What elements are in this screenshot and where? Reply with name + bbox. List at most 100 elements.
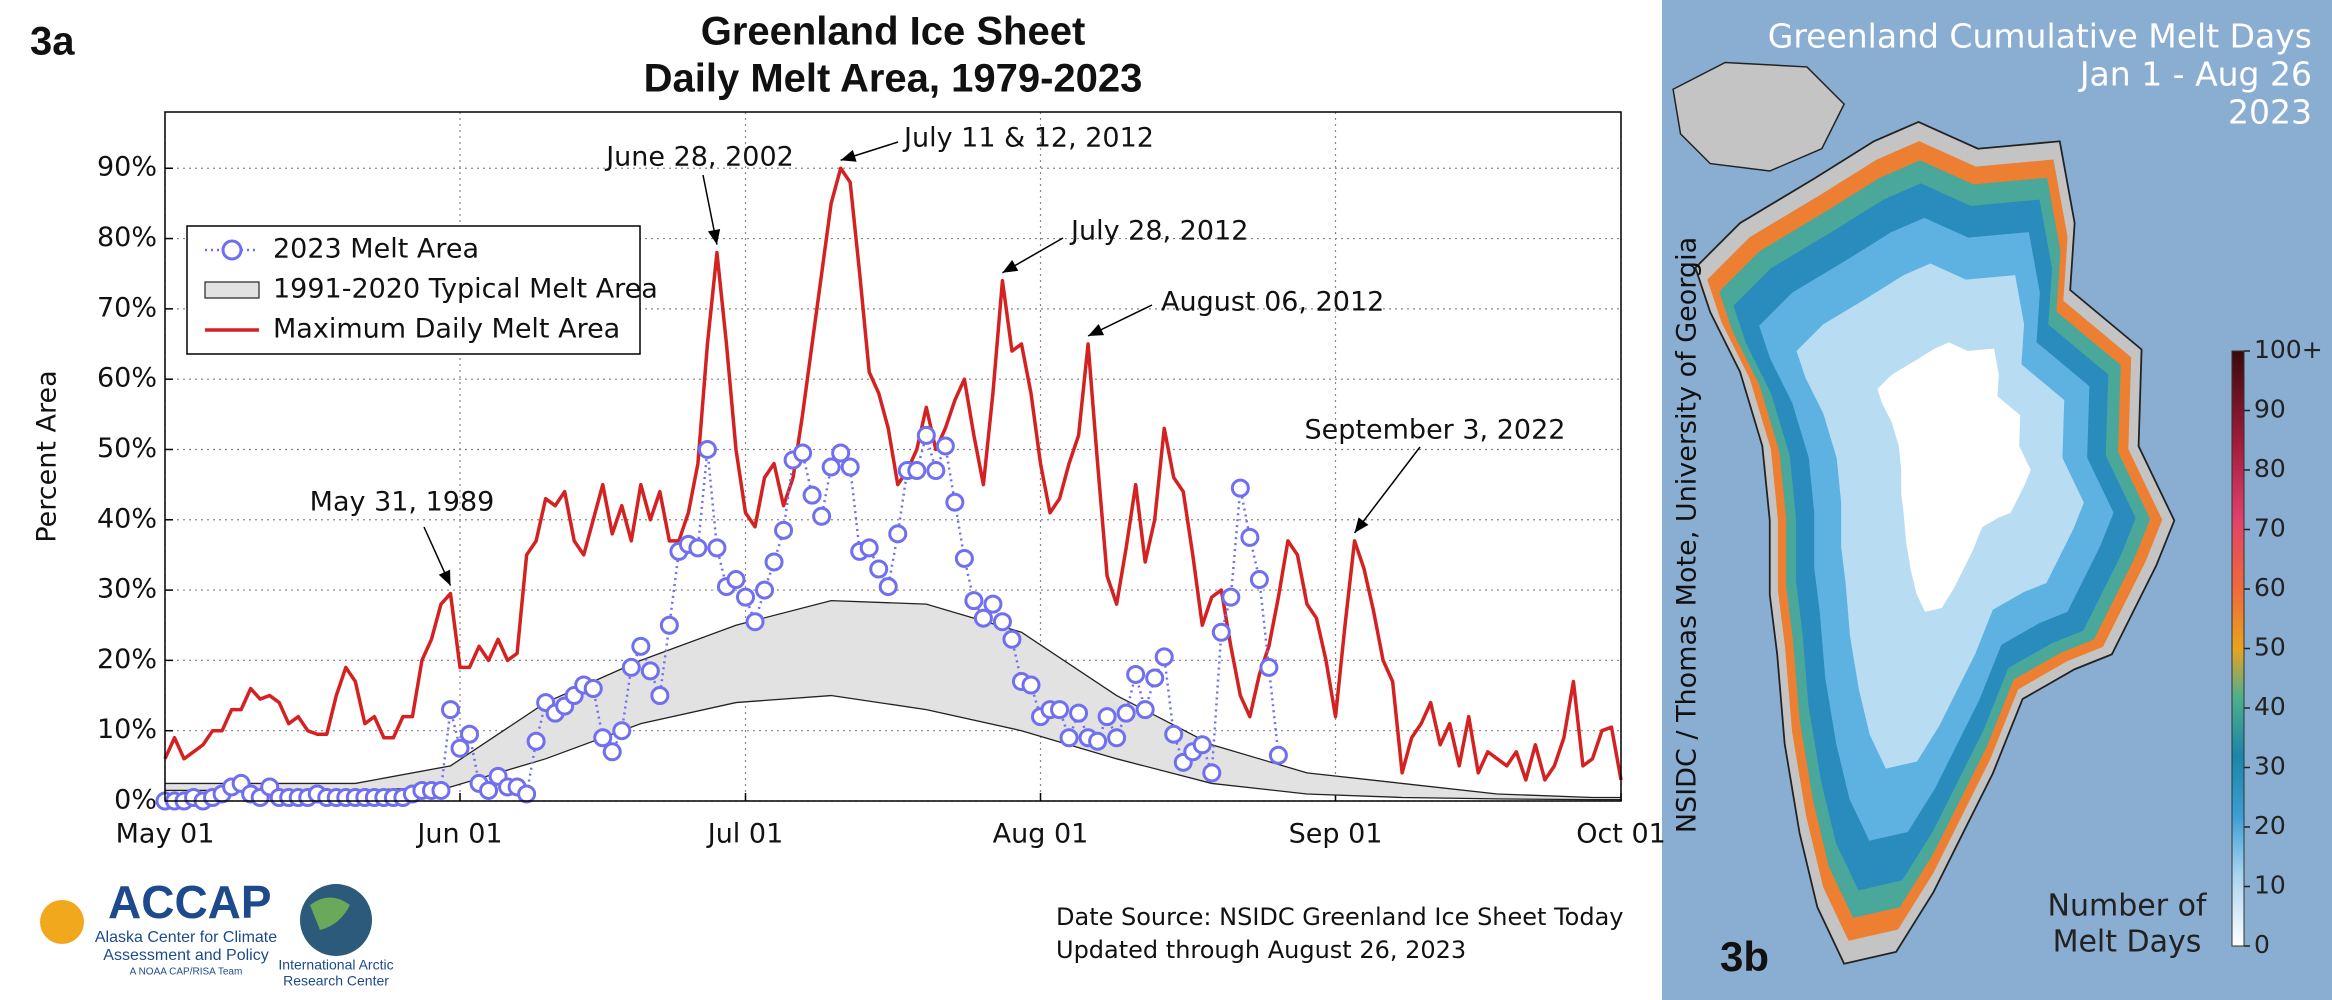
partner-text: International Arctic: [278, 957, 393, 973]
data-point: [1192, 735, 1212, 755]
data-point: [755, 580, 775, 600]
data-point: [602, 742, 622, 762]
legend-label: 2023 Melt Area: [273, 234, 479, 265]
y-tick-label: 70%: [97, 292, 157, 323]
y-tick-label: 50%: [97, 433, 157, 464]
data-point: [793, 443, 813, 463]
annotation-text: July 28, 2012: [1069, 216, 1248, 247]
colorbar-tick-label: 0: [2254, 930, 2270, 959]
logo-globe-land: [310, 897, 350, 930]
data-point: [650, 686, 670, 706]
data-point: [745, 612, 765, 632]
legend-label: 1991-2020 Typical Melt Area: [273, 274, 658, 305]
data-point: [1240, 527, 1260, 547]
data-point: [726, 570, 746, 590]
colorbar-tick-label: 20: [2254, 811, 2286, 840]
data-point: [983, 594, 1003, 614]
map-title: 2023: [2228, 93, 2312, 132]
annotation-arrowhead: [1088, 323, 1105, 337]
data-point: [460, 724, 480, 744]
data-point: [659, 615, 679, 635]
data-point: [907, 461, 927, 481]
map-land: [1672, 61, 1846, 172]
data-point: [621, 657, 641, 677]
x-tick-label: Sep 01: [1289, 819, 1383, 850]
colorbar-tick-label: 100+: [2254, 335, 2323, 364]
data-point: [1107, 728, 1127, 748]
data-point: [440, 700, 460, 720]
y-tick-label: 80%: [97, 222, 157, 253]
panel-label: 3a: [30, 20, 75, 64]
logo-team: A NOAA CAP/RISA Team: [130, 967, 243, 978]
legend-label: Maximum Daily Melt Area: [273, 314, 620, 345]
chart-title: Daily Melt Area, 1979-2023: [644, 57, 1143, 101]
data-point: [593, 728, 613, 748]
data-point: [612, 721, 632, 741]
data-point: [859, 538, 879, 558]
map-title: Jan 1 - Aug 26: [2078, 55, 2312, 94]
annotation-text: August 06, 2012: [1161, 287, 1384, 318]
data-point: [697, 439, 717, 459]
data-point: [831, 443, 851, 463]
data-point: [688, 538, 708, 558]
chart-title: Greenland Ice Sheet: [701, 10, 1086, 54]
logo-text: Assessment and Policy: [103, 947, 268, 964]
plot-frame: [164, 111, 1622, 802]
data-point: [1202, 763, 1222, 783]
y-tick-label: 60%: [97, 363, 157, 394]
x-tick-label: May 01: [116, 819, 215, 850]
band-edge: [165, 599, 1621, 799]
annotation-text: June 28, 2002: [604, 142, 794, 173]
colorbar-tick-label: 10: [2254, 871, 2286, 900]
data-point: [1097, 707, 1117, 727]
annotation-text: July 11 & 12, 2012: [902, 123, 1154, 154]
data-point: [1021, 675, 1041, 695]
data-point: [1145, 668, 1165, 688]
data-point: [1002, 629, 1022, 649]
data-point: [1154, 647, 1174, 667]
colorbar-tick-label: 30: [2254, 752, 2286, 781]
y-tick-label: 10%: [97, 714, 157, 745]
map-credit: NSIDC / Thomas Mote, University of Georg…: [1672, 237, 1703, 833]
colorbar-label: Number of: [2048, 889, 2208, 924]
data-point: [878, 577, 898, 597]
data-point: [479, 780, 499, 800]
annotation-arrow: [1353, 446, 1421, 534]
data-point: [1050, 700, 1070, 720]
data-point: [1059, 728, 1079, 748]
colorbar-tick-label: 60: [2254, 573, 2286, 602]
data-point: [840, 457, 860, 477]
legend-box: [186, 225, 641, 355]
annotation-text: September 3, 2022: [1305, 415, 1566, 446]
y-tick-label: 30%: [97, 574, 157, 605]
data-point: [973, 608, 993, 628]
data-point: [821, 457, 841, 477]
annotation-text: May 31, 1989: [310, 487, 495, 518]
data-point: [764, 552, 784, 572]
data-point: [774, 520, 794, 540]
colorbar-tick-label: 80: [2254, 454, 2286, 483]
accap-logo: [40, 884, 372, 956]
partner-text: Research Center: [283, 973, 389, 989]
annotation-arrowhead: [1002, 259, 1019, 273]
data-point: [1116, 703, 1136, 723]
data-point: [707, 538, 727, 558]
typical-band: [165, 600, 1621, 800]
y-tick-label: 20%: [97, 644, 157, 675]
data-point: [1249, 570, 1269, 590]
greenland-map: [1672, 61, 2176, 965]
data-point: [1088, 731, 1108, 751]
data-point: [735, 587, 755, 607]
data-point: [802, 485, 822, 505]
colorbar-label: Melt Days: [2053, 925, 2202, 960]
legend-swatch: [221, 239, 243, 261]
y-tick-label: 90%: [97, 152, 157, 183]
data-point: [954, 548, 974, 568]
data-point: [450, 738, 470, 758]
annotation-arrowhead: [840, 149, 857, 162]
data-point: [888, 524, 908, 544]
x-tick-label: Jun 01: [415, 819, 502, 850]
y-tick-label: 0%: [114, 785, 157, 816]
colorbar-tick-label: 50: [2254, 633, 2286, 662]
y-tick-label: 40%: [97, 503, 157, 534]
